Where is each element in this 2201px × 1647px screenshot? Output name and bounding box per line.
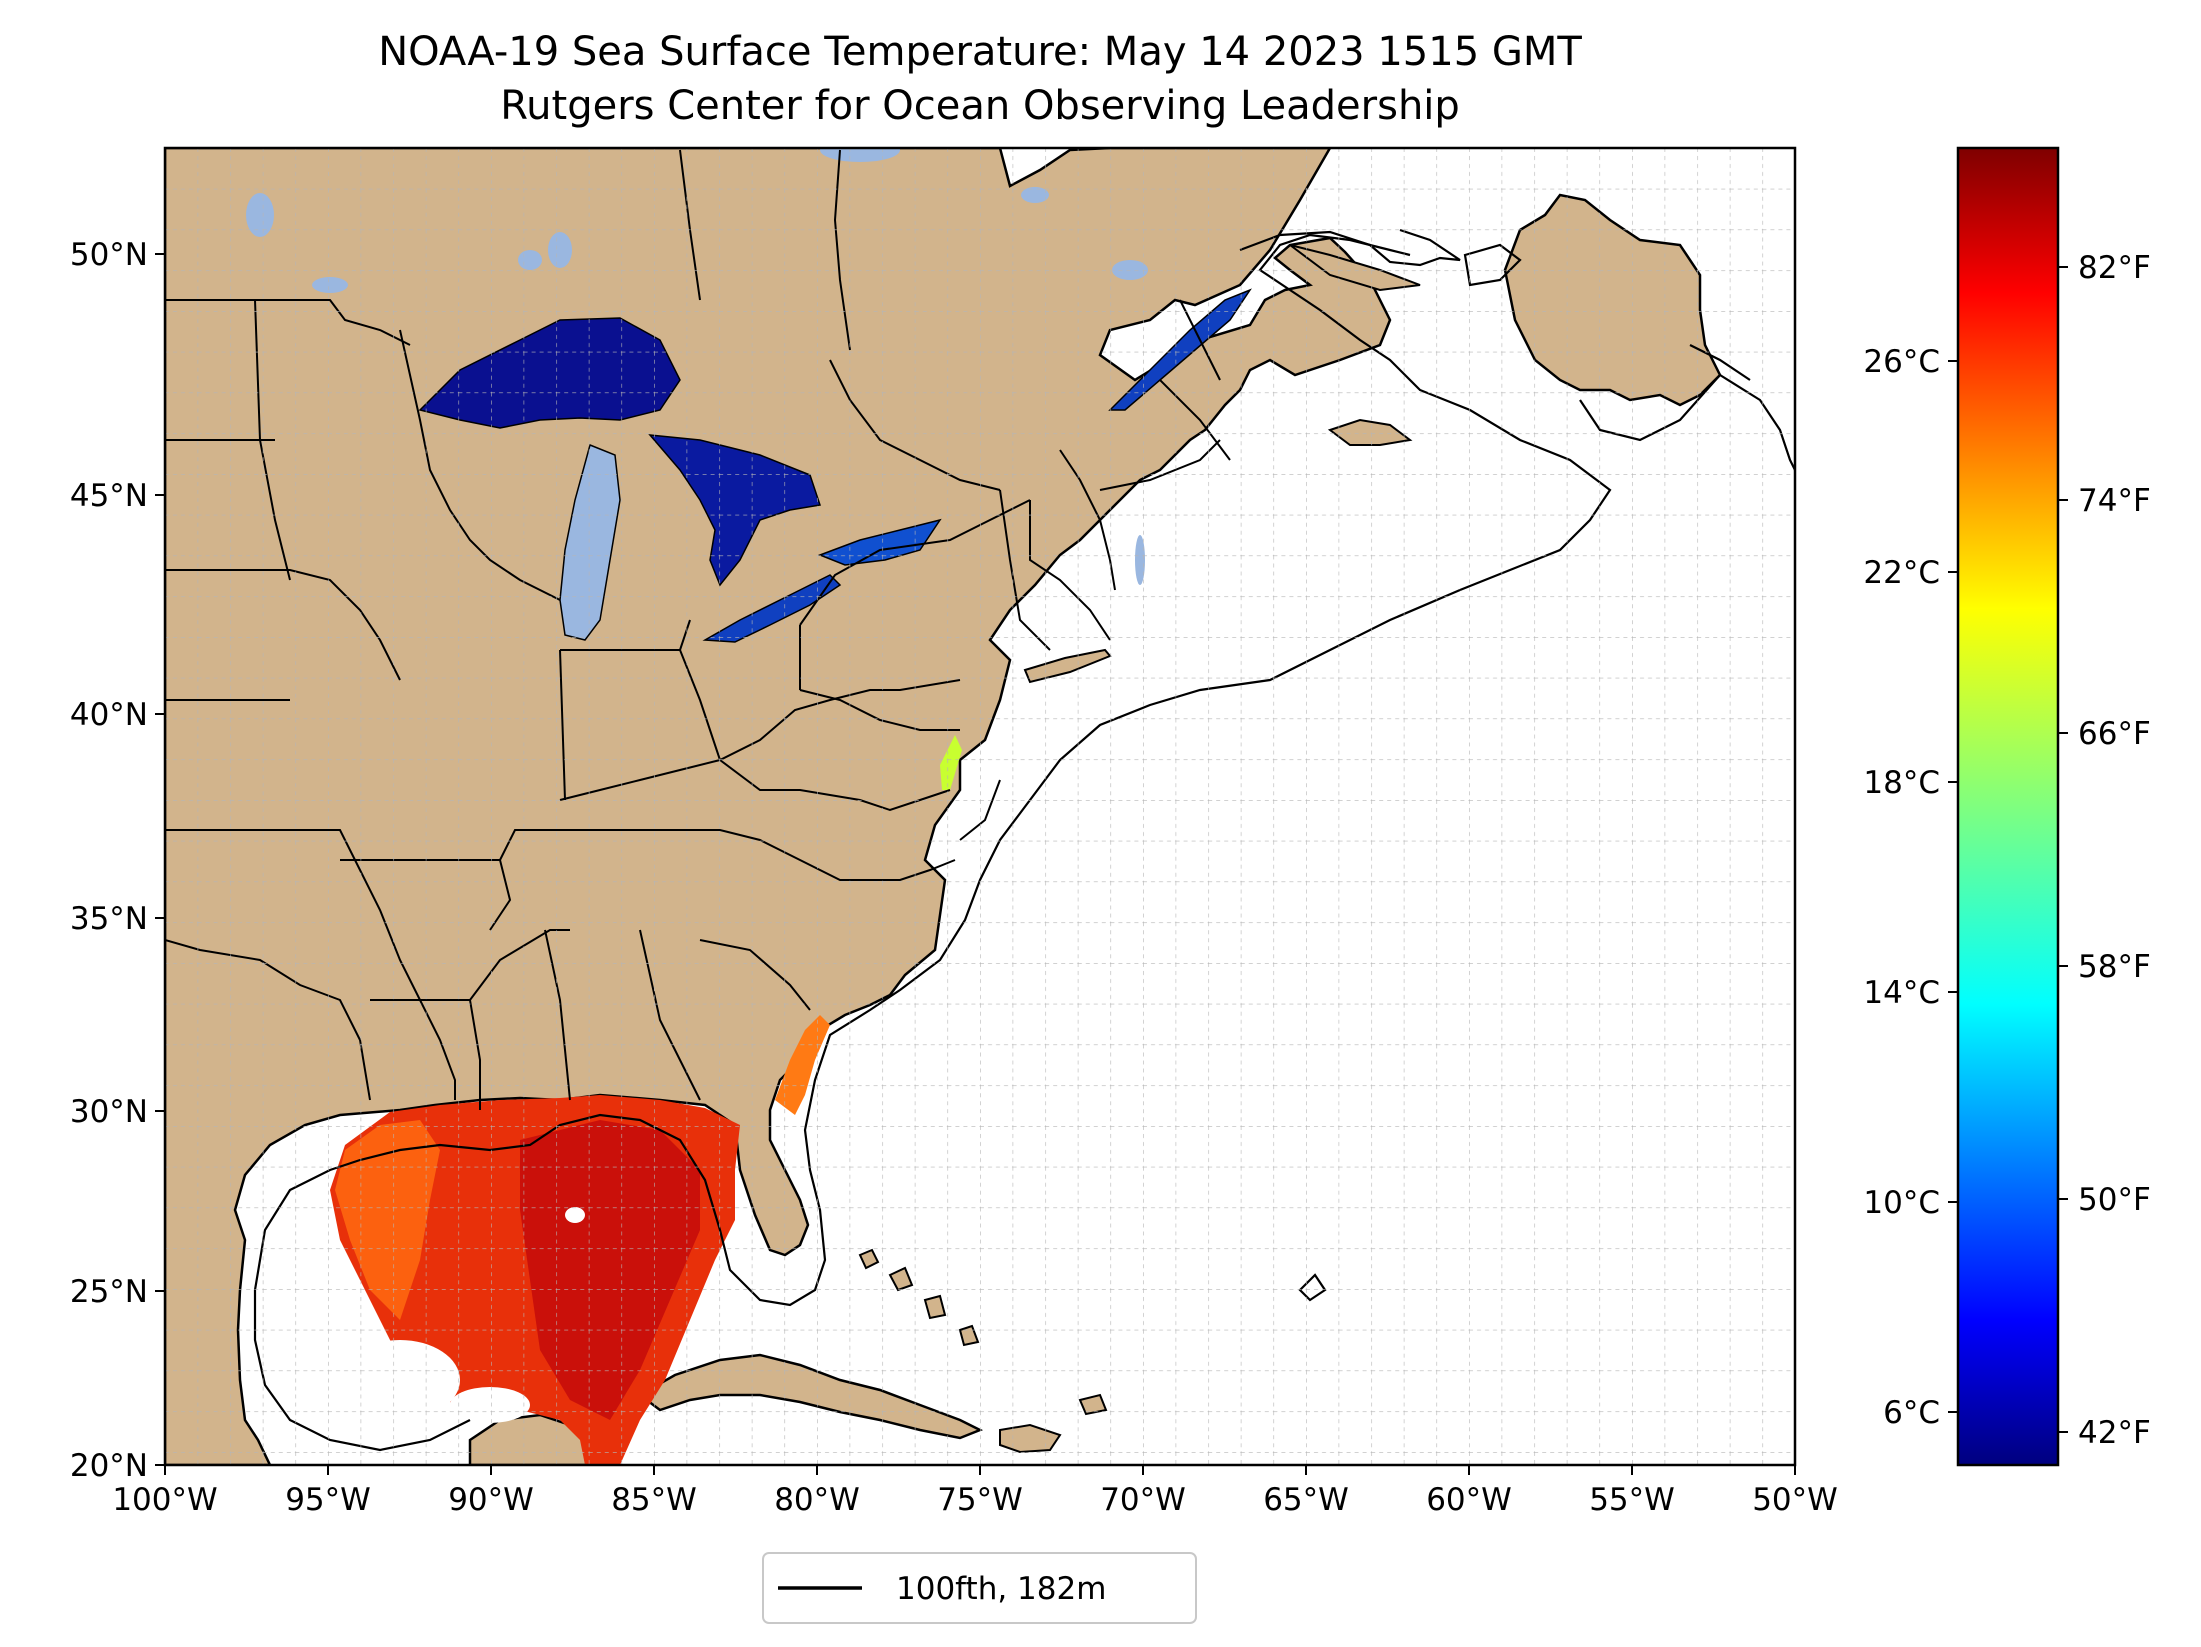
map-subtitle: Rutgers Center for Ocean Observing Leade…	[500, 83, 1460, 129]
x-tick-label: 50°W	[1752, 1482, 1838, 1518]
y-tick-label: 45°N	[70, 478, 148, 514]
y-tick-labels: 20°N 25°N 30°N 35°N 40°N 45°N 50°N	[70, 237, 148, 1484]
y-tick-label: 50°N	[70, 237, 148, 273]
celsius-tick-label: 22°C	[1863, 555, 1940, 591]
fahrenheit-tick-label: 66°F	[2078, 716, 2151, 752]
y-tick-marks	[155, 253, 165, 1466]
x-tick-label: 60°W	[1426, 1482, 1512, 1518]
fahrenheit-tick-label: 50°F	[2078, 1182, 2151, 1218]
legend-label: 100fth, 182m	[896, 1571, 1106, 1607]
x-tick-label: 80°W	[774, 1482, 860, 1518]
celsius-tick-label: 6°C	[1883, 1395, 1940, 1431]
y-tick-label: 40°N	[70, 697, 148, 733]
y-tick-label: 20°N	[70, 1448, 148, 1484]
map-area	[165, 148, 1795, 1465]
fahrenheit-tick-label: 58°F	[2078, 949, 2151, 985]
map-gridlines	[165, 148, 1795, 1465]
fahrenheit-tick-label: 42°F	[2078, 1415, 2151, 1451]
x-tick-label: 85°W	[611, 1482, 697, 1518]
legend-box	[762, 1552, 1197, 1624]
fahrenheit-tick-label: 82°F	[2078, 250, 2151, 286]
celsius-tick-label: 18°C	[1863, 765, 1940, 801]
colorbar-fahrenheit-labels: 42°F 50°F 58°F 66°F 74°F 82°F	[2078, 250, 2151, 1451]
x-tick-labels: 100°W 95°W 90°W 85°W 80°W 75°W 70°W 65°W…	[112, 1482, 1837, 1518]
y-tick-label: 25°N	[70, 1274, 148, 1310]
colorbar	[1956, 146, 2060, 1467]
x-tick-label: 95°W	[285, 1482, 371, 1518]
x-tick-label: 65°W	[1263, 1482, 1349, 1518]
celsius-tick-label: 10°C	[1863, 1185, 1940, 1221]
colorbar-celsius-tick-marks	[1948, 360, 1958, 1413]
colorbar-fahrenheit-tick-marks	[2058, 266, 2068, 1433]
y-tick-label: 35°N	[70, 901, 148, 937]
x-tick-label: 100°W	[112, 1482, 217, 1518]
y-tick-label: 30°N	[70, 1094, 148, 1130]
celsius-tick-label: 26°C	[1863, 344, 1940, 380]
celsius-tick-label: 14°C	[1863, 975, 1940, 1011]
colorbar-celsius-labels: 6°C 10°C 14°C 18°C 22°C 26°C	[1863, 344, 1940, 1431]
x-tick-label: 75°W	[937, 1482, 1023, 1518]
fahrenheit-tick-label: 74°F	[2078, 483, 2151, 519]
x-tick-label: 70°W	[1100, 1482, 1186, 1518]
x-tick-label: 55°W	[1589, 1482, 1675, 1518]
legend: 100fth, 182m	[762, 1552, 1197, 1624]
x-tick-label: 90°W	[448, 1482, 534, 1518]
x-tick-marks	[164, 1465, 1796, 1475]
map-title: NOAA-19 Sea Surface Temperature: May 14 …	[378, 29, 1582, 75]
